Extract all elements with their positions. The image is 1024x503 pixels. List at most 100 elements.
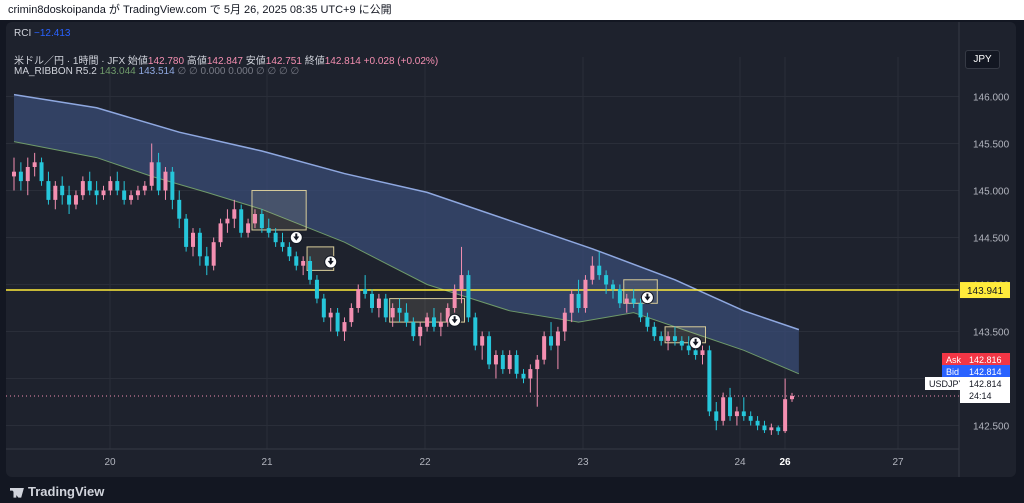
time-tick-label: 24 [734, 457, 746, 468]
candle-body [569, 293, 574, 313]
price-chart[interactable]: 146.000145.500145.000144.500144.000143.5… [6, 22, 1016, 477]
candle-body [177, 199, 182, 219]
candle-body [686, 345, 691, 351]
candle-body [631, 298, 636, 304]
indicator-name: RCI [14, 28, 32, 39]
time-tick-label: 20 [104, 457, 116, 468]
high-value: 142.847 [206, 56, 243, 67]
candle-body [459, 275, 464, 290]
arrow-down-icon [293, 233, 300, 241]
candle-body [225, 218, 230, 224]
candle-body [528, 369, 533, 379]
footer [0, 478, 1024, 503]
candle-body [135, 190, 140, 196]
tradingview-icon [10, 487, 24, 498]
candle-body [583, 279, 588, 308]
last-price-value: 142.814 [969, 379, 1002, 389]
level-price-value: 143.941 [967, 286, 1004, 297]
chart-area[interactable]: 146.000145.500145.000144.500144.000143.5… [6, 22, 1016, 477]
candle-body [576, 293, 581, 308]
ask-label: Ask [946, 355, 962, 365]
candle-body [191, 232, 196, 247]
candle-body [252, 213, 257, 224]
candle-body [734, 411, 739, 417]
time-tick-label: 23 [577, 457, 589, 468]
candle-body [259, 213, 264, 229]
candle-body [87, 181, 92, 191]
candle-body [170, 171, 175, 200]
candle-body [149, 162, 154, 186]
change-value: +0.028 (+0.02%) [363, 56, 439, 67]
candle-body [163, 171, 168, 191]
bid-tag [942, 365, 1010, 377]
candle-body [590, 265, 595, 280]
candle-body [142, 185, 147, 191]
candle-body [755, 420, 760, 426]
high-label: 高値 [186, 56, 207, 67]
candle-body [714, 411, 719, 421]
candle-body [555, 331, 560, 346]
low-value: 142.751 [265, 56, 302, 67]
arrow-down-icon [451, 316, 458, 324]
candle-body [266, 228, 271, 233]
candle-body [769, 427, 774, 431]
candle-body [197, 232, 202, 257]
candle-body [431, 317, 436, 327]
candle-body [514, 354, 519, 374]
price-tick-label: 145.500 [973, 139, 1010, 150]
low-label: 安値 [245, 56, 266, 67]
candle-body [94, 190, 99, 196]
currency-button[interactable]: JPY [965, 50, 1000, 69]
candle-body [67, 195, 72, 205]
candle-body [397, 307, 402, 313]
open-label: 始値 [127, 56, 148, 67]
candle-body [542, 336, 547, 360]
ask-tag [942, 353, 1010, 365]
candle-body [790, 395, 794, 400]
price-tick-label: 142.500 [973, 421, 1010, 432]
ma-value-1: 143.044 [99, 66, 136, 77]
symbol-tag [925, 377, 969, 390]
time-tick-label: 22 [419, 457, 431, 468]
tradingview-logo[interactable]: TradingView [10, 484, 104, 499]
candle-body [335, 312, 340, 332]
candle-body [308, 260, 313, 280]
candle-body [321, 298, 326, 318]
candle-body [638, 303, 643, 318]
candle-body [184, 218, 189, 247]
candle-body [370, 293, 375, 308]
candle-body [507, 354, 512, 370]
candle-body [562, 312, 567, 332]
candle-body [549, 336, 554, 346]
candle-body [480, 336, 485, 346]
candle-body [411, 322, 416, 337]
candle-body [776, 427, 781, 432]
close-label: 終値 [304, 56, 325, 67]
candle-body [204, 256, 209, 266]
candle-body [666, 336, 671, 341]
share-text: crimin8doskoipanda が TradingView.com で 5… [8, 4, 392, 16]
candle-body [115, 181, 120, 191]
level-price-tag [960, 282, 1010, 299]
candle-body [25, 166, 30, 182]
candle-body [363, 289, 368, 294]
candle-body [493, 354, 498, 365]
bar-countdown: 24:14 [969, 391, 992, 401]
candle-body [349, 307, 354, 323]
candle-body [445, 307, 450, 323]
candle-body [328, 312, 333, 318]
candle-body [610, 284, 615, 290]
candle-body [273, 232, 278, 243]
candle-body [604, 275, 609, 285]
time-tick-label: 27 [892, 457, 904, 468]
candle-body [652, 326, 657, 337]
candle-body [659, 336, 664, 341]
candle-body [741, 411, 746, 417]
candle-body [707, 350, 712, 412]
indicator-legend: RCI −12.413 [14, 28, 70, 39]
price-tick-label: 146.000 [973, 92, 1010, 103]
candle-body [624, 298, 629, 304]
candle-body [672, 336, 677, 341]
candle-body [301, 260, 306, 266]
candle-body [597, 265, 602, 276]
